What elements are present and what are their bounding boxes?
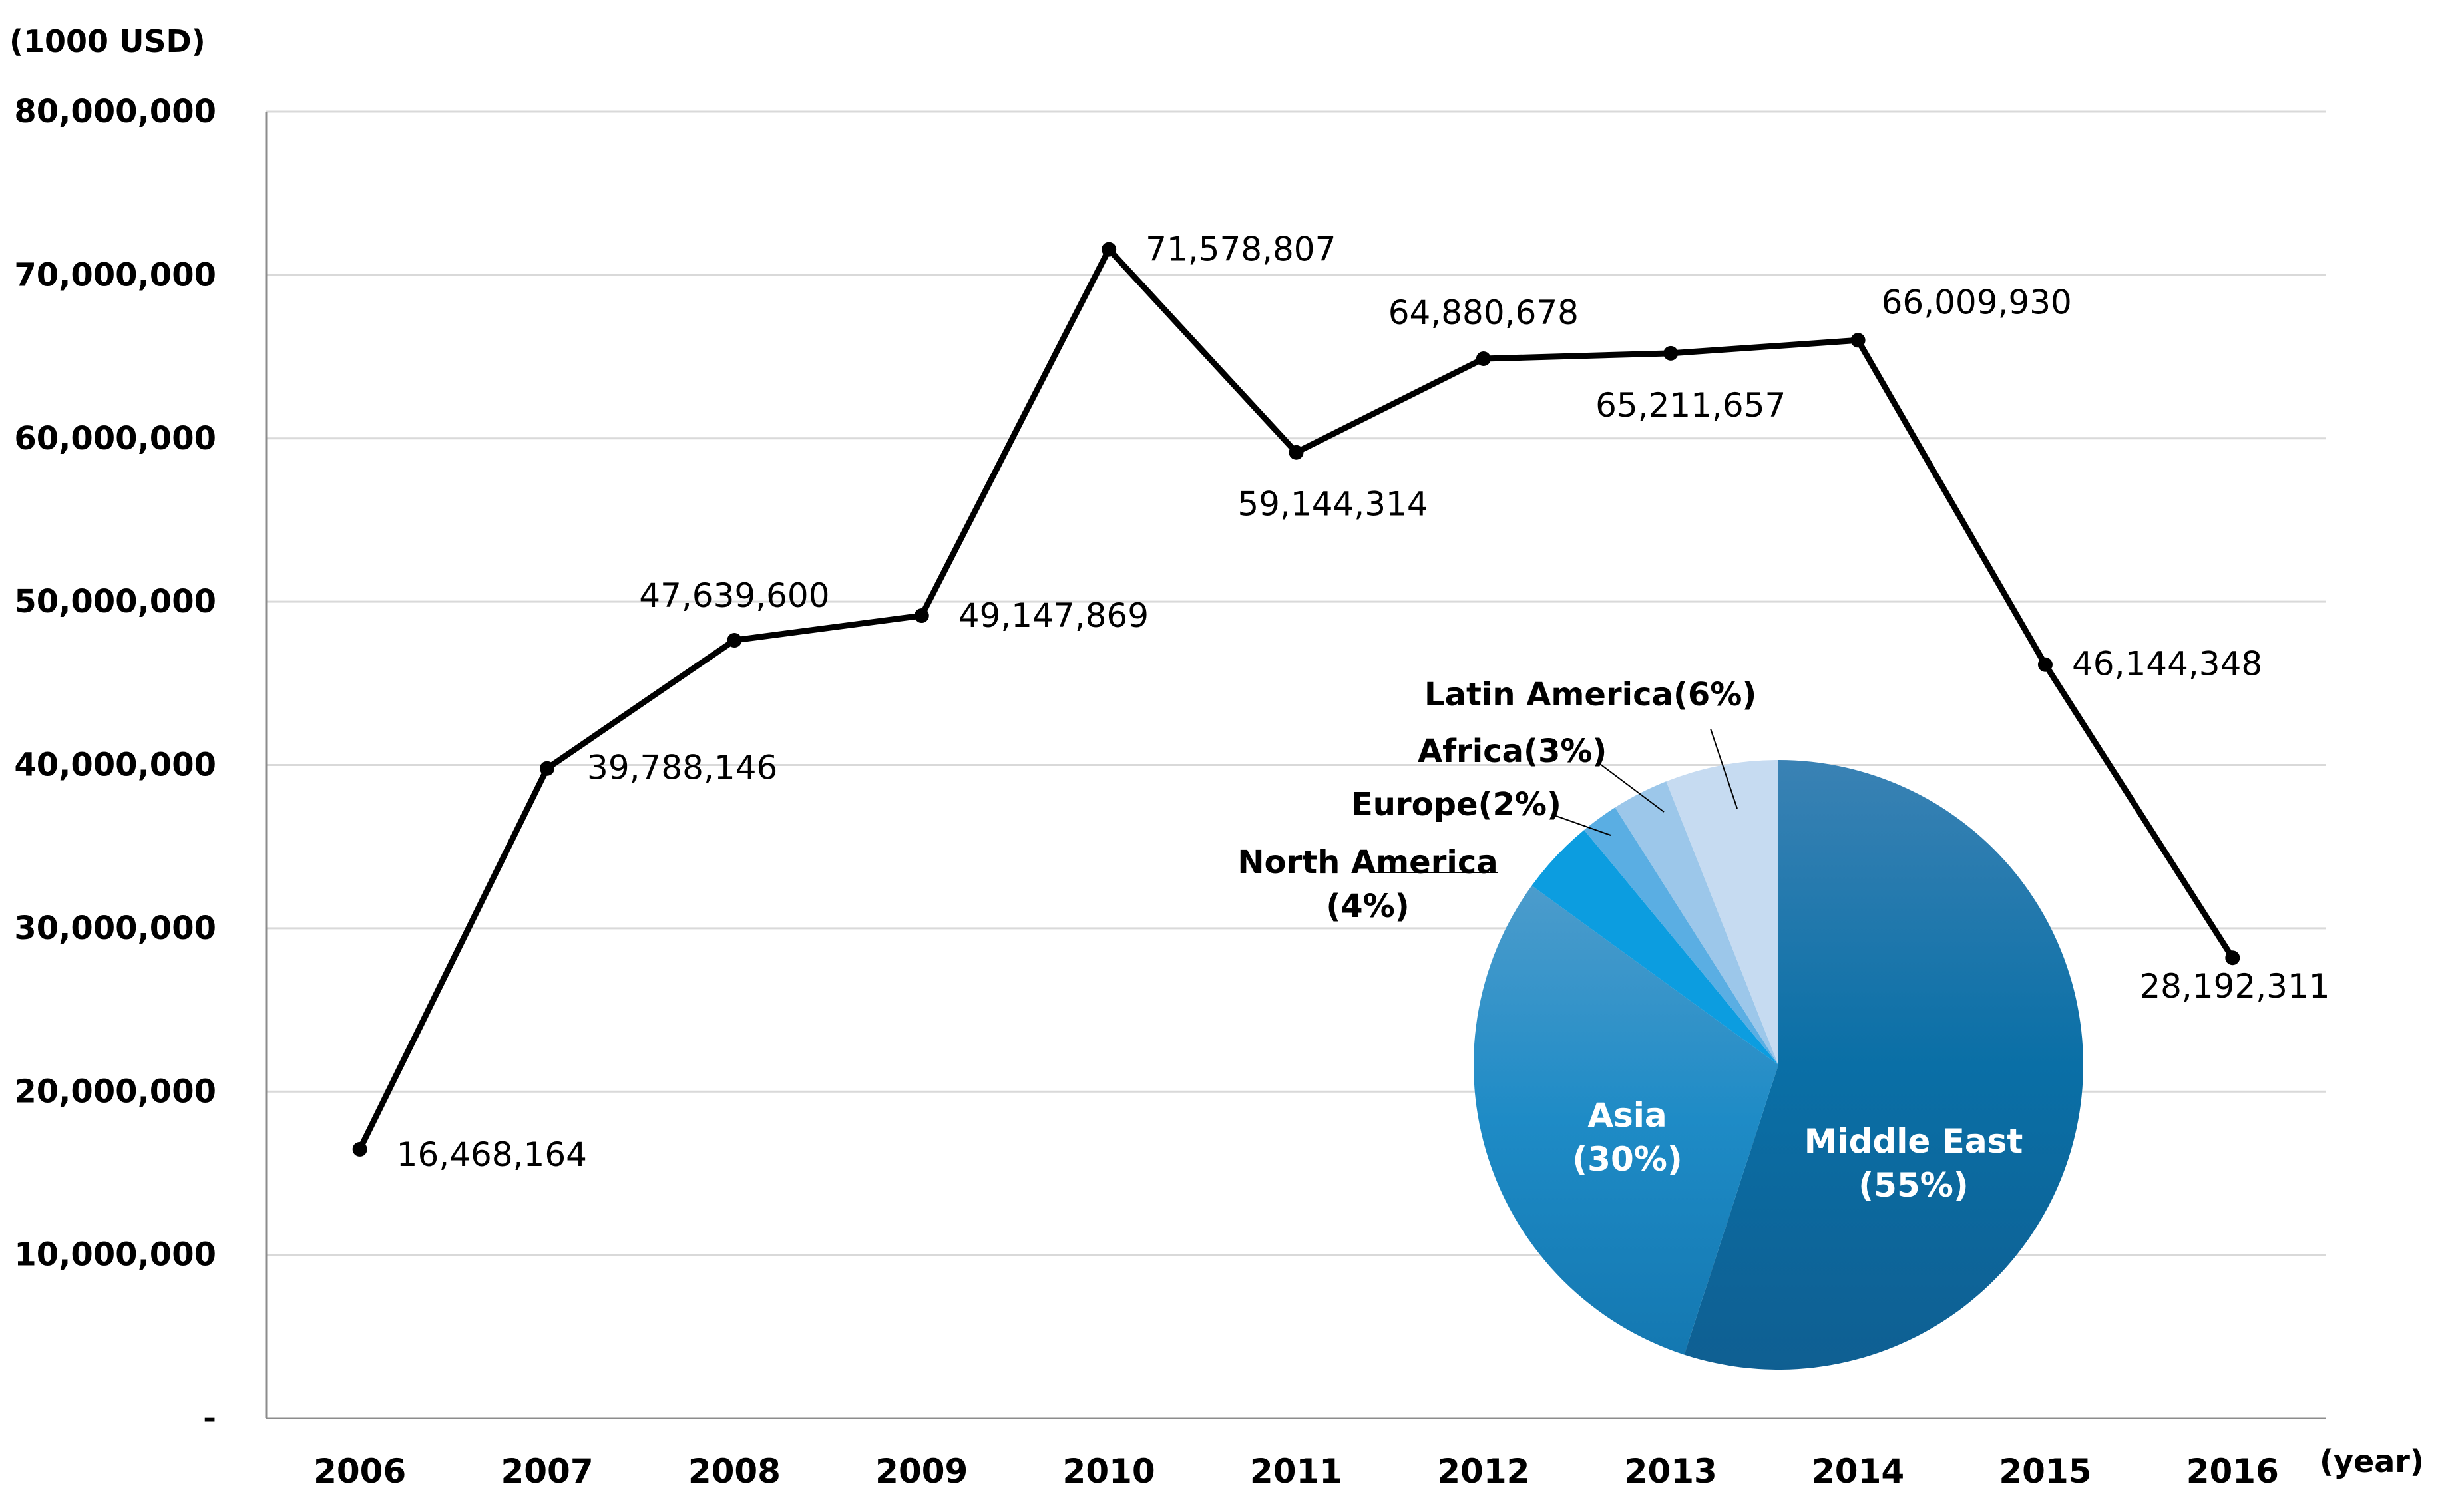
- y-axis-ticks: - 10,000,000 20,000,000 30,000,000 40,000,00…: [14, 93, 216, 1437]
- x-tick-label: 2016: [2186, 1452, 2279, 1491]
- pie-slice: [1615, 781, 1778, 1065]
- series-line: [352, 242, 2240, 1157]
- pie-slice: [1584, 807, 1778, 1065]
- leader-line: [1597, 761, 1665, 813]
- y-tick-label: 50,000,000: [14, 583, 216, 620]
- data-label: 16,468,164: [397, 1135, 587, 1174]
- data-point: [2037, 657, 2053, 672]
- y-axis-unit-label: (1000 USD): [9, 23, 206, 59]
- pie-slice-percent: (30%): [1572, 1140, 1682, 1179]
- x-tick-label: 2015: [1999, 1452, 2091, 1491]
- pie-slice-percent: (4%): [1326, 888, 1409, 925]
- y-tick-label: 60,000,000: [14, 420, 216, 457]
- pie-slice: [1684, 760, 2084, 1370]
- pie-slice: [1531, 830, 1778, 1065]
- x-axis-ticks: 2006 2007 2008 2009 2010 2011 2012 2013 2014 2015…: [313, 1452, 2279, 1491]
- y-tick-label: 80,000,000: [14, 93, 216, 130]
- data-label: 64,880,678: [1388, 293, 1579, 332]
- data-point: [1663, 345, 1679, 361]
- x-tick-label: 2012: [1437, 1452, 1529, 1491]
- data-point: [1102, 242, 1117, 257]
- data-point: [352, 1141, 367, 1157]
- pie-chart: Middle East (55%) Asia (30%) North America (4…: [1237, 676, 2084, 1370]
- leader-line: [1710, 728, 1738, 809]
- x-tick-label: 2008: [688, 1452, 781, 1491]
- pie-slice: [1666, 760, 1778, 1065]
- pie-slice: [1474, 885, 1778, 1355]
- pie-slice-label: Asia: [1587, 1096, 1667, 1135]
- y-tick-label: 70,000,000: [14, 256, 216, 293]
- x-axis-unit-label: (year): [2320, 1443, 2424, 1479]
- x-tick-label: 2009: [875, 1452, 968, 1491]
- pie-slice-label: North America: [1237, 844, 1498, 881]
- pie-slice-label: Latin America(6%): [1424, 676, 1756, 713]
- data-point: [1476, 351, 1491, 366]
- pie-slice-label: Africa(3%): [1418, 733, 1607, 770]
- data-point: [2225, 950, 2240, 966]
- data-point: [914, 608, 929, 624]
- x-tick-label: 2014: [1812, 1452, 1904, 1491]
- data-label: 46,144,348: [2072, 645, 2262, 683]
- pie-slice-label: Europe(2%): [1351, 786, 1561, 823]
- data-point: [727, 633, 742, 648]
- data-label: 39,788,146: [587, 749, 777, 787]
- data-label: 47,639,600: [639, 576, 829, 615]
- data-label: 65,211,657: [1595, 386, 1786, 425]
- data-point: [1850, 333, 1866, 348]
- y-tick-label: -: [203, 1400, 216, 1437]
- pie-slice-percent: (55%): [1858, 1166, 1968, 1205]
- y-tick-label: 40,000,000: [14, 747, 216, 784]
- leader-line: [1553, 815, 1611, 836]
- y-tick-label: 30,000,000: [14, 910, 216, 947]
- x-tick-label: 2006: [313, 1452, 406, 1491]
- axes: [265, 112, 2326, 1419]
- x-tick-label: 2013: [1625, 1452, 1717, 1491]
- data-label: 66,009,930: [1882, 283, 2072, 321]
- gridlines: [266, 110, 2326, 1256]
- x-tick-label: 2011: [1250, 1452, 1342, 1491]
- data-point: [540, 761, 555, 776]
- data-labels: 16,468,164 39,788,146 47,639,600 49,147,869…: [397, 230, 2330, 1174]
- data-label: 49,147,869: [958, 596, 1149, 635]
- y-tick-label: 20,000,000: [14, 1073, 216, 1110]
- data-label: 59,144,314: [1237, 485, 1428, 524]
- data-label: 28,192,311: [2139, 967, 2330, 1006]
- x-tick-label: 2007: [501, 1452, 593, 1491]
- y-tick-label: 10,000,000: [14, 1236, 216, 1274]
- data-point: [1289, 445, 1304, 460]
- pie-slice-label: Middle East: [1804, 1122, 2023, 1161]
- data-label: 71,578,807: [1145, 230, 1336, 269]
- x-tick-label: 2010: [1063, 1452, 1155, 1491]
